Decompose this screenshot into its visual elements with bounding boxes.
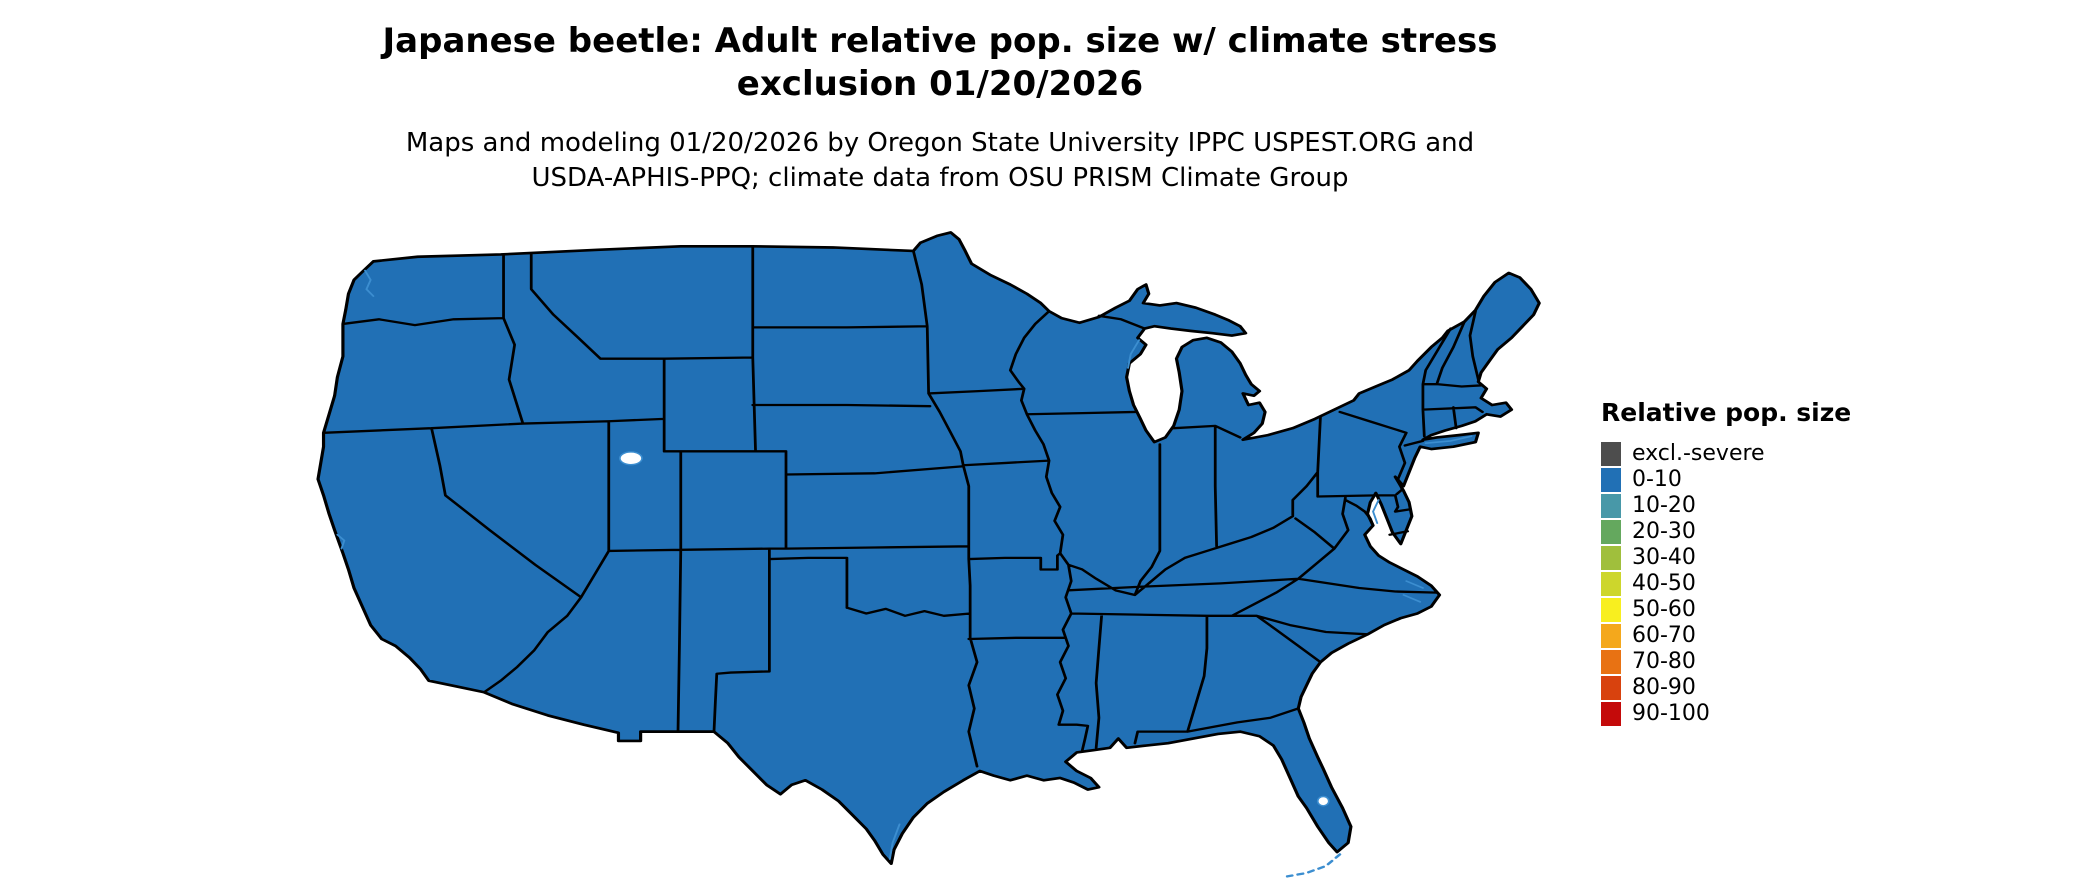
legend-label: 40-50 [1632,571,1696,596]
legend-item: 90-100 [1601,701,1881,727]
legend-item: 30-40 [1601,545,1881,571]
legend-item: 10-20 [1601,493,1881,519]
legend-swatch [1601,520,1621,544]
great-salt-lake [619,451,643,466]
legend-item: excl.-severe [1601,441,1881,467]
legend-label: 10-20 [1632,493,1696,518]
legend-label: 90-100 [1632,701,1710,726]
florida-keys-water [1285,853,1342,878]
legend-swatch [1601,546,1621,570]
legend-label: 80-90 [1632,675,1696,700]
legend-item: 60-70 [1601,623,1881,649]
legend-label: excl.-severe [1632,441,1765,466]
map-title: Japanese beetle: Adult relative pop. siz… [0,20,1880,106]
legend-label: 30-40 [1632,545,1696,570]
subtitle-line-1: Maps and modeling 01/20/2026 by Oregon S… [405,128,1475,158]
legend-swatch [1601,572,1621,596]
legend-label: 70-80 [1632,649,1696,674]
legend-item: 0-10 [1601,467,1881,493]
legend-swatch [1601,442,1621,466]
water-detail-lines [336,269,1473,860]
legend-swatch [1601,494,1621,518]
legend-item: 40-50 [1601,571,1881,597]
legend-swatch [1601,598,1621,622]
legend-swatch [1601,702,1621,726]
state-border-lines [322,245,1484,768]
us-map [316,231,1541,878]
lake-okeechobee [1316,795,1330,807]
legend: Relative pop. size excl.-severe 0-10 10-20… [1601,398,1881,727]
legend-item: 50-60 [1601,597,1881,623]
legend-items: excl.-severe 0-10 10-20 20-30 30-40 40-50 50-6… [1601,441,1881,727]
legend-title: Relative pop. size [1601,398,1852,427]
legend-swatch [1601,676,1621,700]
legend-label: 60-70 [1632,623,1696,648]
us-land-outline [316,231,1541,866]
legend-swatch [1601,650,1621,674]
map-subtitle: Maps and modeling 01/20/2026 by Oregon S… [0,126,1880,196]
legend-item: 80-90 [1601,675,1881,701]
legend-swatch [1601,468,1621,492]
title-line-1: Japanese beetle: Adult relative pop. siz… [382,21,1498,61]
legend-swatch [1601,624,1621,648]
legend-label: 0-10 [1632,467,1682,492]
legend-label: 20-30 [1632,519,1696,544]
legend-item: 20-30 [1601,519,1881,545]
legend-label: 50-60 [1632,597,1696,622]
legend-item: 70-80 [1601,649,1881,675]
chart-header: Japanese beetle: Adult relative pop. siz… [0,20,1880,196]
title-line-2: exclusion 01/20/2026 [736,64,1144,104]
subtitle-line-2: USDA-APHIS-PPQ; climate data from OSU PR… [531,163,1349,193]
